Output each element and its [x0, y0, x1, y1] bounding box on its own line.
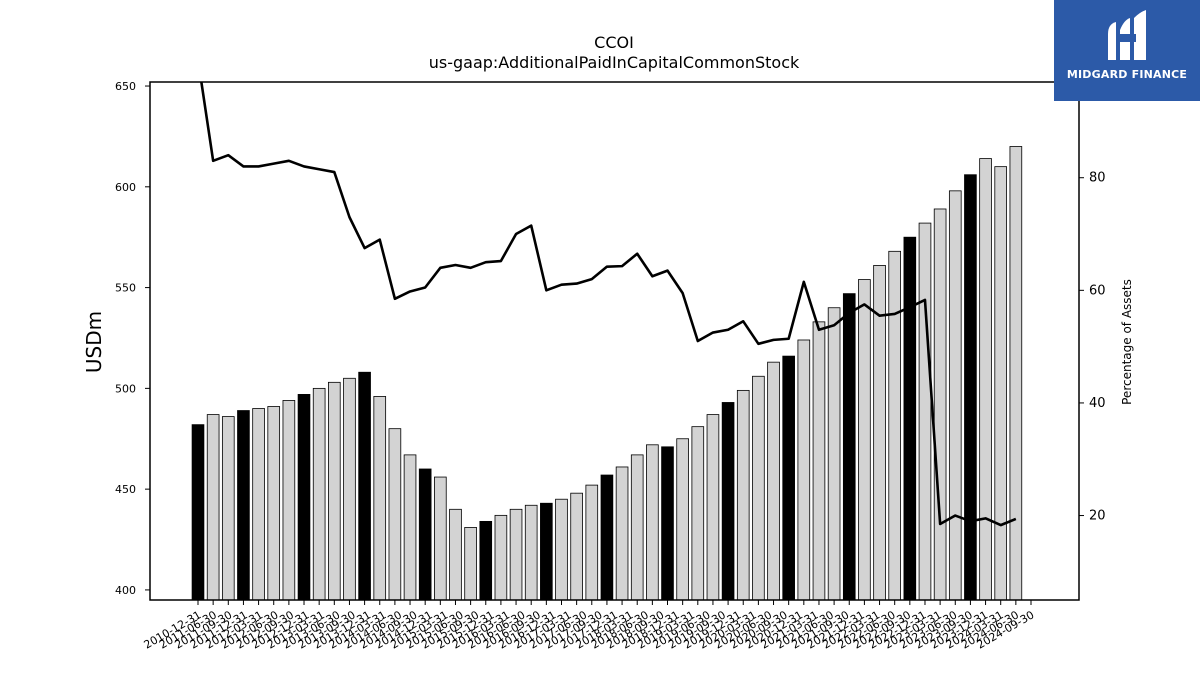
bar-2017-03-31: [570, 492, 583, 601]
y-axis-label: USDm: [82, 311, 106, 373]
bar-2013-12-31: [373, 396, 387, 601]
y2-tick-label: 80: [1089, 171, 1106, 186]
bar-2023-03-31: [933, 208, 947, 601]
bar-2012-12-31: [312, 387, 326, 601]
bar-2015-09-30: [479, 520, 493, 601]
y-tick-label: 550: [115, 282, 136, 295]
bar-2018-12-31: [676, 438, 689, 601]
bar-2015-12-31: [494, 514, 508, 601]
bar-2018-03-31: [630, 454, 644, 601]
bar-2013-09-30: [358, 371, 371, 601]
y-axis-ticks: 400 450 500 550 600 650: [115, 80, 150, 597]
x-axis-ticks: 2010-12-312011-06-302011-09-302011-12-31…: [142, 600, 1037, 652]
bar-2015-03-31: [449, 508, 462, 601]
y2-axis-label: Percentage of Assets: [1120, 279, 1134, 405]
bar-2013-03-31: [327, 381, 341, 601]
bar-2017-12-31: [615, 466, 629, 601]
chart-subtitle: us-gaap:AdditionalPaidInCapitalCommonSto…: [429, 53, 800, 72]
bar-2012-03-31: [267, 406, 281, 601]
bar-2023-09-30: [964, 174, 977, 601]
y2-tick-label: 20: [1089, 509, 1106, 524]
y-tick-label: 500: [115, 382, 136, 395]
bar-2019-12-31: [736, 389, 750, 601]
bar-2016-09-30: [540, 502, 553, 601]
bar-2011-06-30: [221, 416, 235, 601]
y-tick-label: 450: [115, 483, 136, 496]
y2-tick-label: 40: [1089, 396, 1106, 411]
bar-2021-06-30: [827, 307, 841, 601]
midgard-logo-icon: [1108, 10, 1146, 60]
bar-2020-03-31: [752, 375, 765, 601]
bar-series: [191, 146, 1023, 601]
brand-name: MIDGARD FINANCE: [1066, 68, 1188, 81]
bar-2022-09-30: [903, 236, 917, 601]
bar-2018-06-30: [646, 444, 659, 601]
bar-2014-09-30: [418, 468, 432, 601]
bar-2021-12-31: [858, 279, 871, 601]
bar-2013-06-30: [343, 377, 356, 601]
bar-2010-12-31: [191, 424, 205, 601]
bar-2022-12-31: [918, 222, 932, 601]
bar-2011-09-30: [237, 410, 250, 601]
y2-tick-label: 60: [1089, 283, 1106, 298]
bar-2024-06-30: [1009, 146, 1023, 601]
bar-2012-06-30: [282, 400, 296, 601]
y-tick-label: 600: [115, 181, 136, 194]
bar-2024-03-31: [994, 166, 1008, 601]
bar-2015-06-30: [464, 527, 477, 601]
bar-2014-03-31: [388, 428, 402, 601]
bar-2017-06-30: [585, 484, 599, 601]
line-series: [200, 82, 1017, 527]
bar-2020-09-30: [782, 355, 795, 601]
bar-2021-03-31: [812, 321, 826, 601]
bar-2020-06-30: [767, 361, 780, 601]
brand-logo: MIDGARD FINANCE: [1054, 0, 1200, 101]
y-tick-label: 400: [115, 584, 136, 597]
chart-title: CCOI: [594, 33, 634, 52]
y-tick-label: 650: [115, 80, 136, 93]
y2-axis-ticks: 20 40 60 80: [1079, 171, 1106, 524]
bar-2011-03-31: [206, 414, 220, 601]
bar-2023-12-31: [979, 158, 992, 601]
bar-2019-03-31: [691, 426, 705, 601]
bar-2023-06-30: [948, 190, 962, 601]
plot-frame: [149, 81, 1080, 601]
bar-2016-12-31: [555, 498, 568, 601]
bar-2021-09-30: [842, 293, 856, 601]
bar-2016-03-31: [509, 508, 523, 601]
bar-2022-06-30: [888, 250, 901, 601]
bar-2020-12-31: [797, 339, 811, 601]
bar-2016-06-30: [524, 504, 538, 601]
bar-2019-06-30: [706, 414, 720, 601]
bar-2014-12-31: [434, 476, 447, 601]
bar-2011-12-31: [252, 408, 265, 601]
bar-2019-09-30: [721, 402, 735, 601]
bar-2017-09-30: [600, 474, 614, 601]
percentage-of-assets-line: [200, 82, 1017, 527]
bar-2014-06-30: [403, 454, 417, 601]
bar-2012-09-30: [297, 394, 311, 601]
bar-2018-09-30: [661, 446, 674, 601]
